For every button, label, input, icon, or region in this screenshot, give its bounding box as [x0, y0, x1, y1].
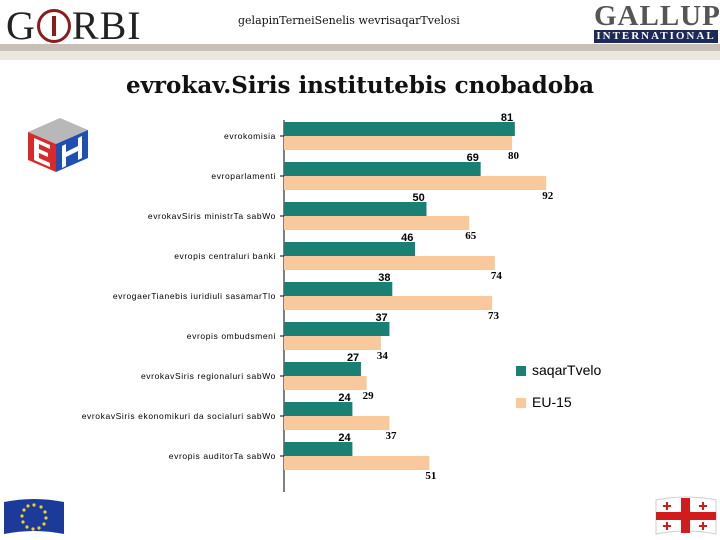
bar-eu15 — [284, 456, 430, 470]
data-label-eu15: 51 — [425, 470, 436, 482]
bar-saqartvelo — [284, 162, 481, 176]
georgia-flag-icon — [655, 496, 717, 535]
bar-eu15 — [284, 296, 493, 310]
eu-flag-icon — [4, 499, 64, 534]
data-label-saqartvelo: 24 — [338, 432, 351, 444]
data-label-saqartvelo: 81 — [501, 112, 513, 124]
data-label-eu15: 29 — [363, 390, 375, 402]
data-label-eu15: 80 — [508, 150, 520, 162]
data-label-saqartvelo: 27 — [347, 352, 359, 364]
bar-saqartvelo — [284, 242, 416, 256]
data-label-saqartvelo: 38 — [378, 272, 390, 284]
data-label-saqartvelo: 50 — [413, 192, 425, 204]
category-label: evrokomisia — [224, 131, 276, 141]
bar-saqartvelo — [284, 282, 393, 296]
legend-swatch-eu15 — [516, 398, 526, 408]
chart-title: evrokav.Siris institutebis cnobadoba — [125, 72, 595, 99]
gorbi-logo-emblem-icon — [36, 9, 71, 43]
bar-eu15 — [284, 256, 495, 270]
category-label: evropis ombudsmeni — [187, 331, 276, 341]
data-label-eu15: 34 — [377, 350, 389, 362]
category-label: evropis auditorTa sabWo — [169, 451, 276, 461]
gallup-logo-top: GALLUP — [594, 0, 720, 32]
gorbi-logo-g: G — [6, 3, 36, 48]
bar-saqartvelo — [284, 322, 390, 336]
data-label-eu15: 37 — [385, 430, 397, 442]
category-label: evroparlamenti — [211, 171, 276, 181]
bar-eu15 — [284, 216, 470, 230]
bar-eu15 — [284, 176, 547, 190]
data-label-eu15: 73 — [488, 310, 500, 322]
data-label-eu15: 65 — [465, 230, 477, 242]
legend-label-saqartvelo: saqarTvelo — [532, 362, 602, 378]
bar-saqartvelo — [284, 122, 515, 136]
data-label-saqartvelo: 37 — [375, 312, 387, 324]
gorbi-logo: G RBI — [6, 2, 142, 49]
gallup-logo: GALLUP INTERNATIONAL — [594, 0, 720, 44]
category-label: evrokavSiris ministrTa sabWo — [148, 211, 276, 221]
bar-saqartvelo — [284, 202, 427, 216]
header-stripe-light — [0, 51, 720, 60]
bar-saqartvelo — [284, 402, 353, 416]
category-label: evrokavSiris ekonomikuri da socialuri sa… — [82, 411, 276, 421]
data-label-saqartvelo: 24 — [338, 392, 351, 404]
data-label-saqartvelo: 46 — [401, 232, 413, 244]
bar-eu15 — [284, 416, 390, 430]
bar-eu15 — [284, 136, 512, 150]
bar-saqartvelo — [284, 362, 361, 376]
header-title: gelapinTerneiSenelis wevrisaqarTvelosi — [238, 14, 460, 27]
data-label-eu15: 74 — [491, 270, 503, 282]
gorbi-logo-rbi: RBI — [71, 3, 142, 48]
data-label-saqartvelo: 69 — [467, 152, 479, 164]
legend-label-eu15: EU-15 — [532, 394, 572, 410]
data-label-eu15: 92 — [542, 190, 554, 202]
category-label: evrokavSiris regionaluri sabWo — [141, 371, 276, 381]
bar-eu15 — [284, 336, 381, 350]
category-label: evropis centraluri banki — [174, 251, 276, 261]
legend-swatch-saqartvelo — [516, 366, 526, 376]
header: G RBI gelapinTerneiSenelis wevrisaqarTvel… — [0, 0, 720, 48]
bar-saqartvelo — [284, 442, 353, 456]
bar-eu15 — [284, 376, 367, 390]
eh-logo-icon — [28, 118, 88, 172]
header-stripe-dark — [0, 44, 720, 51]
gallup-logo-bottom: INTERNATIONAL — [594, 30, 718, 43]
category-label: evrogaerTianebis iuridiuli sasamarTlo — [113, 291, 276, 301]
